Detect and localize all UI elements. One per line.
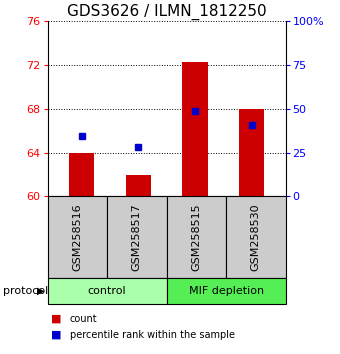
Bar bbox=[125, 175, 151, 196]
Text: ■: ■ bbox=[51, 330, 62, 339]
Text: MIF depletion: MIF depletion bbox=[189, 286, 264, 296]
Text: GSM258530: GSM258530 bbox=[251, 203, 261, 271]
Text: count: count bbox=[70, 314, 97, 324]
Bar bbox=[182, 62, 208, 196]
Text: ▶: ▶ bbox=[37, 286, 45, 296]
Text: ■: ■ bbox=[51, 314, 62, 324]
Bar bbox=[239, 109, 264, 196]
Text: GSM258516: GSM258516 bbox=[72, 203, 82, 271]
Bar bbox=[69, 153, 94, 196]
Text: protocol: protocol bbox=[3, 286, 49, 296]
Text: percentile rank within the sample: percentile rank within the sample bbox=[70, 330, 235, 339]
Title: GDS3626 / ILMN_1812250: GDS3626 / ILMN_1812250 bbox=[67, 4, 267, 20]
Text: control: control bbox=[88, 286, 126, 296]
Text: GSM258515: GSM258515 bbox=[191, 203, 201, 271]
Text: GSM258517: GSM258517 bbox=[132, 203, 142, 271]
